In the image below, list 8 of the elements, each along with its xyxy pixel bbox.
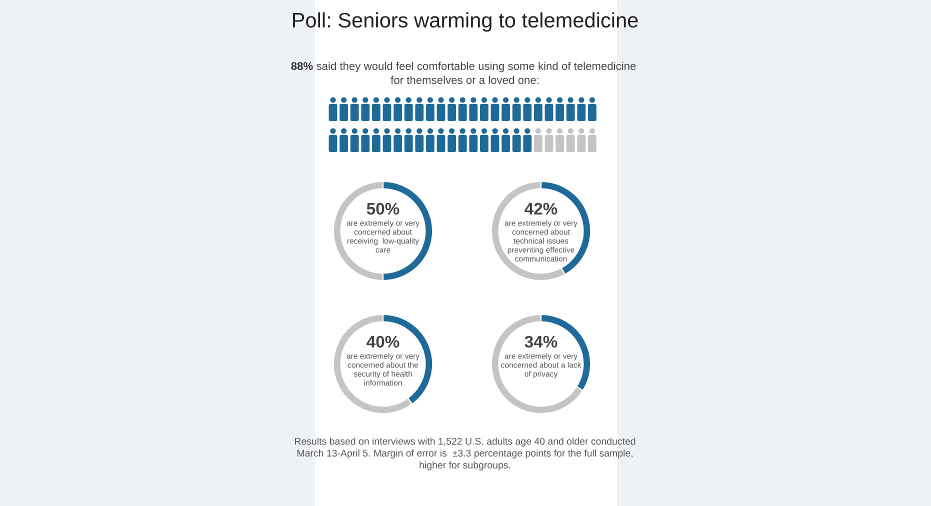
data-label: 50% xyxy=(366,202,400,215)
data-label: 88% xyxy=(291,62,313,70)
text: Poll: Seniors warming to telemedicine xyxy=(293,12,638,32)
data-label: 40% xyxy=(366,336,400,348)
data-label: 42% xyxy=(524,202,558,215)
data-label: 34% xyxy=(524,336,558,348)
text: said they would feel comfortable using some kind of telemedicine for themselves or a loved one: xyxy=(316,62,636,84)
text: Results based on interviews with 1,522 U.S. adults age 40 and older conducted March 13-April 5. Margin of error is ±3.3 percentage points for the full sample, higher for subgroups. xyxy=(295,438,636,470)
